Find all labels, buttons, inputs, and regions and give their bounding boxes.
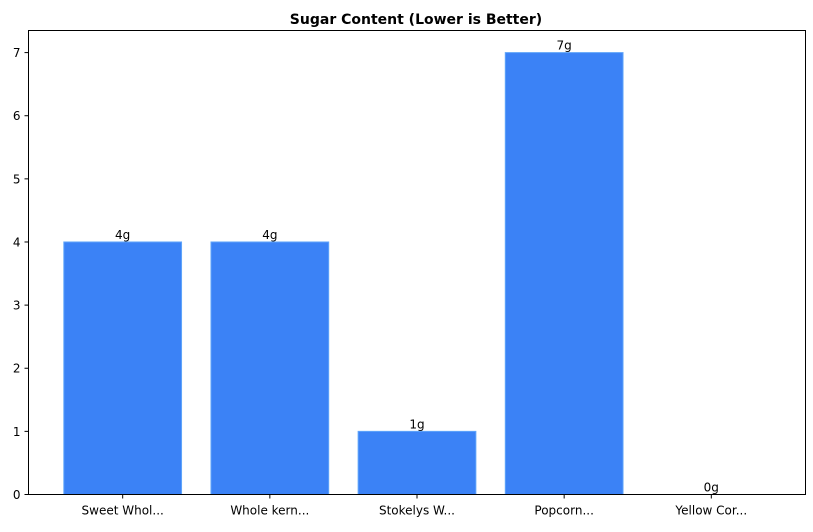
x-tick-label-2: Stokelys W...: [379, 504, 455, 518]
y-tick-label-3: 3: [13, 299, 21, 313]
y-tick-label-2: 2: [13, 362, 21, 376]
data-label-0: 4g: [115, 228, 130, 242]
x-tick-label-0: Sweet Whol...: [82, 504, 164, 518]
y-tick-label-0: 0: [13, 488, 21, 502]
plot-frame: [28, 30, 806, 495]
bar-3: [504, 52, 624, 495]
x-tick-label-4: Yellow Cor...: [674, 504, 747, 518]
y-tick-label-1: 1: [13, 425, 21, 439]
data-label-4: 0g: [704, 481, 719, 495]
y-tick-label-5: 5: [13, 172, 21, 186]
bar-0: [63, 241, 183, 495]
data-label-1: 4g: [262, 228, 277, 242]
y-tick-label-4: 4: [13, 235, 21, 249]
x-tick-label-1: Whole kern...: [230, 504, 309, 518]
bar-2: [357, 430, 477, 496]
y-tick-label-7: 7: [13, 46, 21, 60]
y-tick-label-6: 6: [13, 109, 21, 123]
data-label-2: 1g: [409, 417, 424, 431]
x-tick-label-3: Popcorn...: [534, 504, 593, 518]
data-label-3: 7g: [557, 39, 572, 53]
chart-title: Sugar Content (Lower is Better): [290, 12, 542, 28]
bar-1: [210, 241, 330, 495]
